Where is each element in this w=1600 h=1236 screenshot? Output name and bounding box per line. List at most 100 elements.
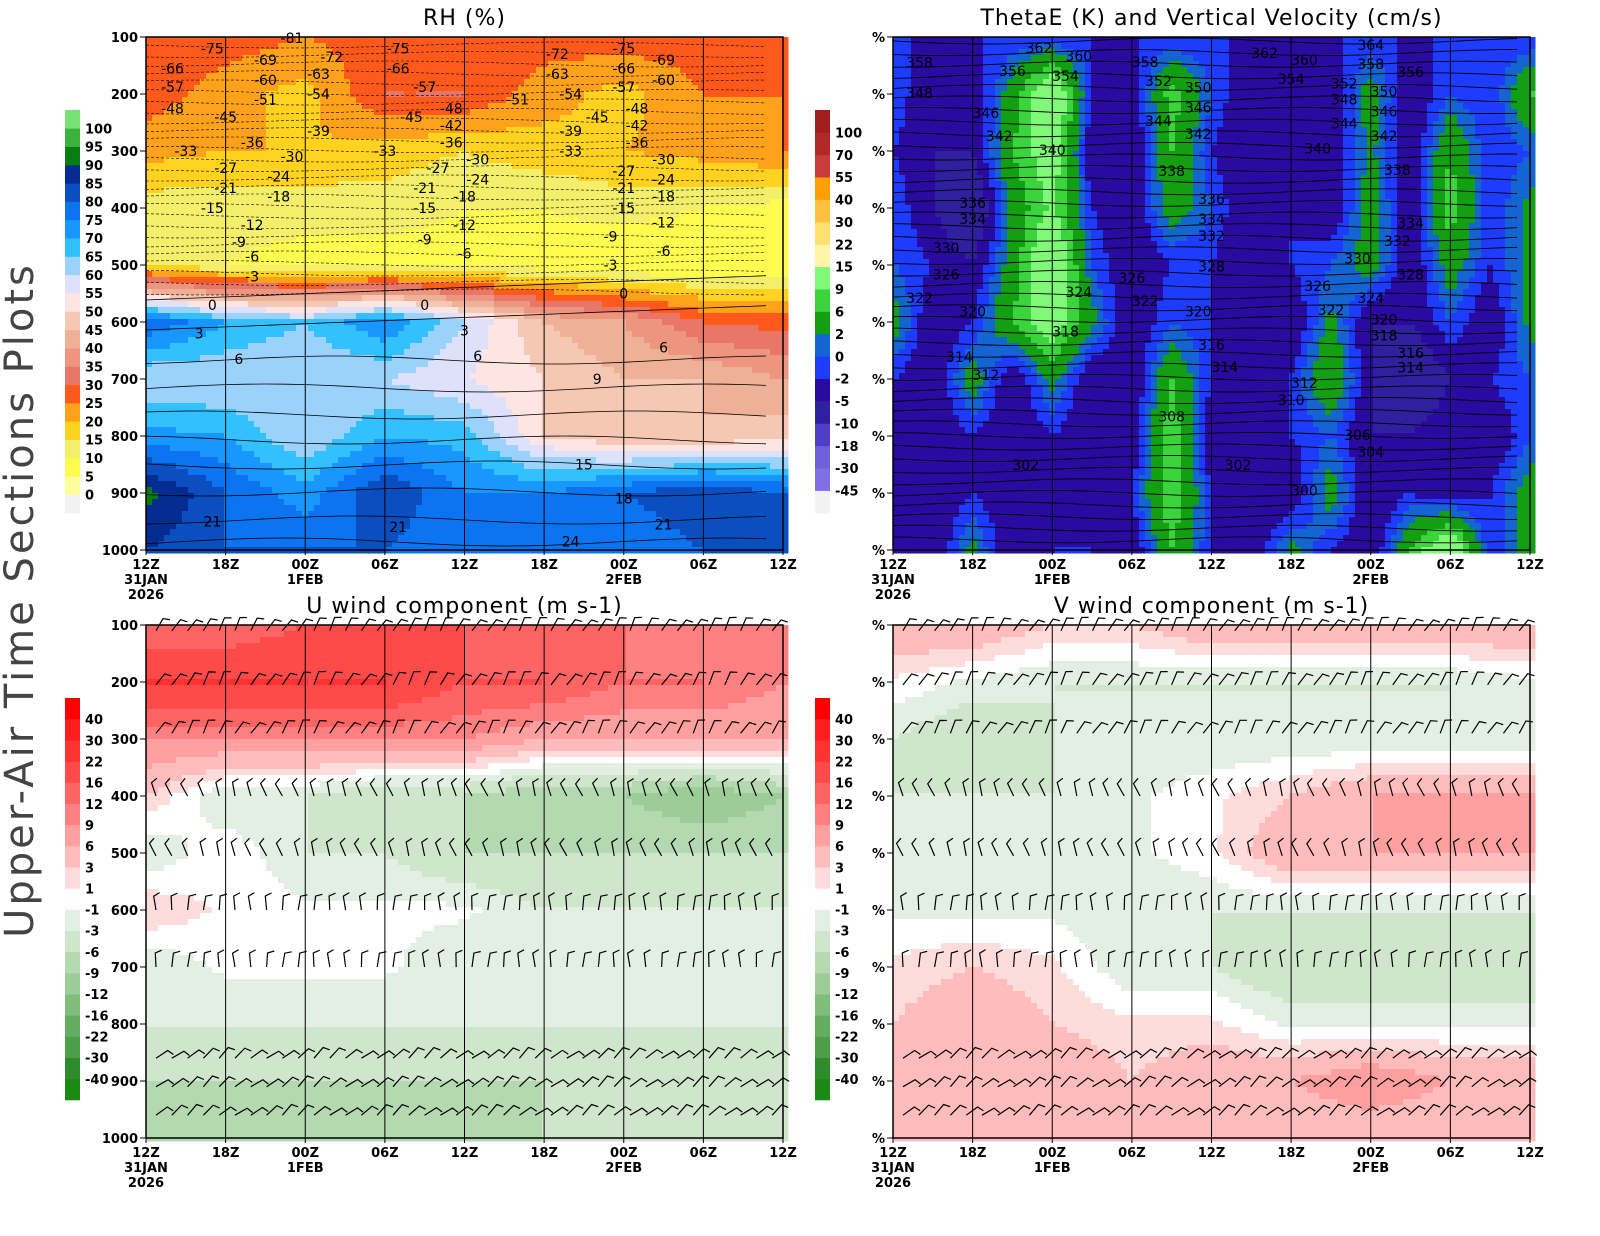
- field-cell: [362, 313, 369, 320]
- field-cell: [680, 241, 687, 248]
- field-cell: [284, 307, 291, 314]
- field-cell: [272, 205, 279, 212]
- field-cell: [488, 55, 495, 62]
- field-cell: [224, 313, 231, 320]
- field-cell: [590, 223, 597, 230]
- field-cell: [482, 235, 489, 242]
- field-cell: [728, 151, 735, 158]
- field-cell: [566, 175, 573, 182]
- field-cell: [740, 283, 747, 290]
- field-cell: [350, 43, 357, 50]
- field-cell: [440, 55, 447, 62]
- field-cell: [770, 307, 777, 314]
- field-cell: [704, 247, 711, 254]
- field-cell: [692, 235, 699, 242]
- field-cell: [650, 133, 657, 140]
- field-cell: [512, 247, 519, 254]
- field-cell: [164, 283, 171, 290]
- field-cell: [152, 217, 159, 224]
- field-cell: [650, 127, 657, 134]
- field-cell: [158, 163, 165, 170]
- field-cell: [362, 277, 369, 284]
- field-cell: [734, 259, 741, 266]
- field-cell: [194, 289, 201, 296]
- field-cell: [554, 295, 561, 302]
- field-cell: [734, 295, 741, 302]
- field-cell: [548, 169, 555, 176]
- field-cell: [644, 67, 651, 74]
- field-cell: [344, 205, 351, 212]
- field-cell: [740, 73, 747, 80]
- field-cell: [428, 43, 435, 50]
- field-cell: [530, 223, 537, 230]
- field-cell: [296, 169, 303, 176]
- field-cell: [608, 289, 615, 296]
- field-cell: [518, 211, 525, 218]
- field-cell: [404, 157, 411, 164]
- field-cell: [704, 187, 711, 194]
- field-cell: [602, 217, 609, 224]
- field-cell: [536, 43, 543, 50]
- field-cell: [572, 283, 579, 290]
- field-cell: [470, 49, 477, 56]
- field-cell: [560, 175, 567, 182]
- field-cell: [164, 259, 171, 266]
- field-cell: [146, 205, 153, 212]
- field-cell: [500, 127, 507, 134]
- field-cell: [512, 313, 519, 320]
- field-cell: [476, 199, 483, 206]
- field-cell: [560, 301, 567, 308]
- field-cell: [776, 271, 783, 278]
- field-cell: [350, 139, 357, 146]
- field-cell: [746, 133, 753, 140]
- field-cell: [506, 205, 513, 212]
- field-cell: [764, 175, 771, 182]
- field-cell: [680, 247, 687, 254]
- field-cell: [374, 79, 381, 86]
- field-cell: [488, 307, 495, 314]
- field-cell: [668, 295, 675, 302]
- field-cell: [428, 121, 435, 128]
- field-cell: [608, 151, 615, 158]
- field-cell: [506, 139, 513, 146]
- field-cell: [764, 277, 771, 284]
- field-cell: [692, 91, 699, 98]
- field-cell: [578, 253, 585, 260]
- field-cell: [362, 133, 369, 140]
- field-cell: [152, 79, 159, 86]
- field-cell: [656, 133, 663, 140]
- field-cell: [554, 265, 561, 272]
- field-cell: [206, 187, 213, 194]
- field-cell: [500, 109, 507, 116]
- field-cell: [752, 103, 759, 110]
- field-cell: [542, 211, 549, 218]
- field-cell: [740, 253, 747, 260]
- field-cell: [518, 289, 525, 296]
- field-cell: [158, 217, 165, 224]
- field-cell: [326, 181, 333, 188]
- field-cell: [308, 211, 315, 218]
- field-cell: [200, 169, 207, 176]
- field-cell: [230, 133, 237, 140]
- field-cell: [590, 181, 597, 188]
- field-cell: [542, 133, 549, 140]
- field-cell: [296, 247, 303, 254]
- field-cell: [440, 211, 447, 218]
- field-cell: [578, 181, 585, 188]
- field-cell: [266, 253, 273, 260]
- field-cell: [398, 157, 405, 164]
- field-cell: [734, 79, 741, 86]
- field-cell: [686, 67, 693, 74]
- field-cell: [320, 193, 327, 200]
- field-cell: [554, 109, 561, 116]
- field-cell: [326, 43, 333, 50]
- field-cell: [752, 217, 759, 224]
- field-cell: [392, 271, 399, 278]
- field-cell: [356, 67, 363, 74]
- field-cell: [500, 247, 507, 254]
- field-cell: [344, 163, 351, 170]
- field-cell: [278, 259, 285, 266]
- field-cell: [482, 115, 489, 122]
- field-cell: [566, 103, 573, 110]
- field-cell: [536, 259, 543, 266]
